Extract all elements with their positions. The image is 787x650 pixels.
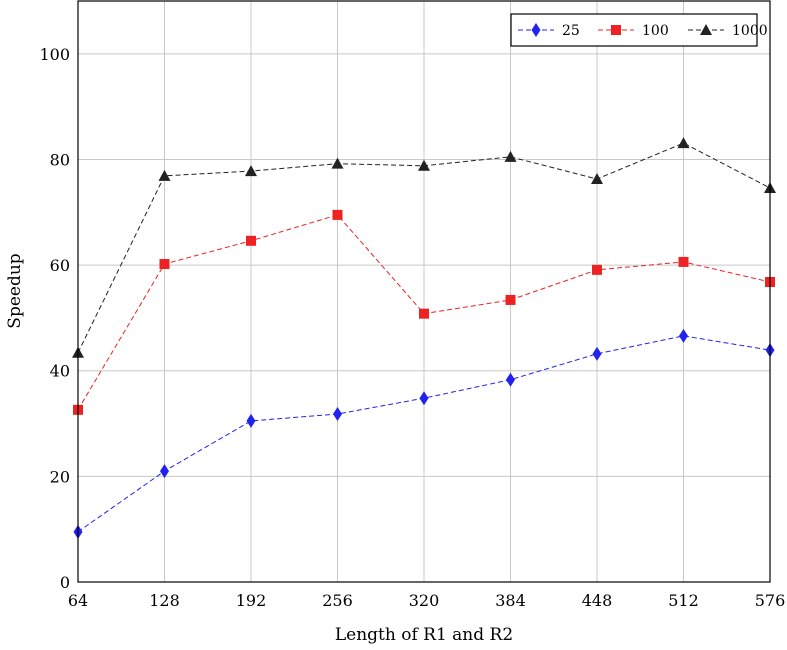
grid xyxy=(77,1,771,583)
data-point-1000 xyxy=(677,137,690,149)
legend-marker-1000 xyxy=(700,24,712,35)
x-tick-label: 576 xyxy=(755,591,786,610)
data-point-100 xyxy=(159,259,170,270)
data-point-25 xyxy=(506,372,515,387)
data-point-25 xyxy=(333,407,342,422)
y-tick-label: 40 xyxy=(50,362,70,381)
data-point-100 xyxy=(419,308,429,319)
x-tick-label: 128 xyxy=(149,591,180,610)
data-point-1000 xyxy=(245,165,257,177)
data-point-1000 xyxy=(418,159,430,171)
data-point-25 xyxy=(419,391,429,406)
data-point-100 xyxy=(332,209,343,220)
data-point-100 xyxy=(592,264,602,275)
y-tick-label: 0 xyxy=(60,573,70,592)
y-tick-label: 20 xyxy=(50,467,70,486)
data-point-1000 xyxy=(331,157,344,169)
data-point-1000 xyxy=(158,169,171,181)
x-tick-label: 448 xyxy=(582,591,613,610)
x-tick-label: 512 xyxy=(668,591,699,610)
data-point-25 xyxy=(592,346,602,361)
x-tick-label: 256 xyxy=(322,591,353,610)
x-tick-label: 320 xyxy=(409,591,440,610)
data-point-25 xyxy=(160,464,169,479)
x-tick-label: 192 xyxy=(236,591,267,610)
data-point-1000 xyxy=(504,150,517,162)
y-tick-label: 100 xyxy=(39,45,70,64)
x-tick-label: 64 xyxy=(68,591,88,610)
legend-label-1000: 1000 xyxy=(732,23,768,39)
legend: 25 100 1000 xyxy=(510,13,768,47)
data-point-25 xyxy=(679,328,688,343)
legend-marker-25 xyxy=(531,23,541,37)
y-axis-label: Speedup xyxy=(5,253,25,328)
data-point-100 xyxy=(246,235,256,246)
data-point-1000 xyxy=(591,172,603,184)
legend-label-100: 100 xyxy=(642,23,669,39)
legend-label-25: 25 xyxy=(562,23,580,39)
legend-marker-100 xyxy=(611,25,621,35)
y-tick-label: 60 xyxy=(50,256,70,275)
data-point-25 xyxy=(246,413,256,428)
y-tick-label: 80 xyxy=(50,150,70,169)
tick-labels: 64 128 192 256 320 384 448 512 576 0 20 40 60 80 100 xyxy=(39,45,785,610)
series-group xyxy=(72,137,776,539)
plot-frame xyxy=(77,0,771,583)
x-axis-label: Length of R1 and R2 xyxy=(335,625,513,645)
data-point-100 xyxy=(505,294,516,305)
data-point-100 xyxy=(678,256,689,267)
x-tick-label: 384 xyxy=(495,591,526,610)
